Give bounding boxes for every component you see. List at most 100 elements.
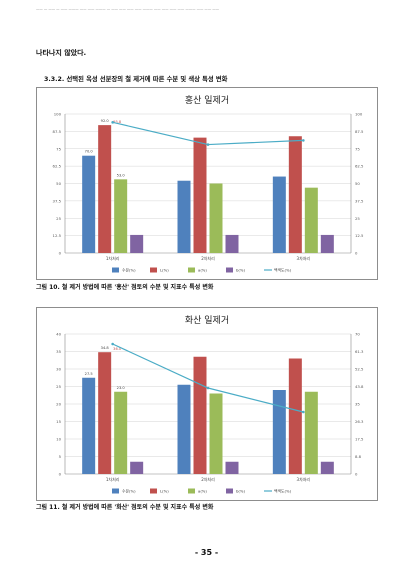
- x-tick-label: 2차처리: [201, 476, 215, 482]
- y-tick-label: 50: [56, 181, 61, 186]
- page-number: - 35 -: [194, 548, 219, 557]
- x-tick-label: 3차처리: [297, 476, 311, 482]
- figure-11-caption: 그림 11. 철 제거 방법에 따른 '화산' 점토의 수분 및 지표수 특성 …: [36, 504, 214, 511]
- data-label: 23.0: [117, 386, 126, 390]
- data-label: 70.0: [85, 150, 94, 154]
- bar: [130, 234, 144, 253]
- legend-entry: L(%): [160, 268, 169, 273]
- bar: [82, 155, 96, 253]
- line-point: [111, 121, 114, 124]
- bar: [114, 179, 128, 253]
- legend-entry: b(%): [236, 489, 245, 494]
- y2-tick-label: 17.5: [355, 437, 364, 442]
- chart-figure-11: 화산 일제거 0 0 5 8.8 10 17.5 15 26.3 20 35 25 43.8 30 52.5…: [36, 307, 378, 501]
- bar: [225, 461, 239, 474]
- line-point: [111, 342, 114, 346]
- y2-tick-label: 52.5: [355, 367, 364, 372]
- paragraph-tail: 나타나지 않았다.: [36, 49, 87, 57]
- bar: [98, 352, 112, 474]
- bar: [320, 461, 334, 474]
- y2-tick-label: 100: [355, 112, 363, 117]
- y2-tick-label: 0: [355, 251, 358, 256]
- legend-entry: 수분(%): [122, 268, 136, 273]
- legend-entry: L(%): [160, 489, 169, 494]
- y-tick-label: 37.5: [53, 198, 62, 203]
- legend-swatch: [188, 488, 195, 494]
- bar: [177, 384, 191, 474]
- bar: [320, 234, 334, 253]
- bar: [272, 390, 286, 474]
- bar: [82, 377, 96, 474]
- running-header: —— — —— — —— ——— —— —— ——— — —— —— —— ——…: [36, 7, 220, 11]
- bar: [114, 391, 128, 474]
- y-tick-label: 75: [56, 146, 61, 151]
- y-tick-label: 0: [59, 251, 62, 256]
- line-point: [302, 139, 305, 142]
- legend-entry: a(%): [198, 268, 207, 273]
- legend-entry: a(%): [198, 489, 207, 494]
- legend-swatch: [150, 267, 157, 273]
- y2-tick-label: 26.3: [355, 419, 364, 424]
- legend-swatch: [226, 267, 233, 273]
- legend-entry: 백색도(%): [274, 489, 292, 494]
- y2-tick-label: 37.5: [355, 198, 364, 203]
- y-tick-label: 20: [56, 402, 61, 407]
- legend-entry: b(%): [236, 268, 245, 273]
- y2-tick-label: 75: [355, 146, 360, 151]
- y-tick-label: 10: [56, 437, 61, 442]
- y-tick-label: 40: [56, 332, 61, 337]
- line-point: [302, 410, 305, 414]
- y-tick-label: 25: [56, 216, 61, 221]
- bar: [304, 187, 318, 253]
- y2-tick-label: 25: [355, 216, 360, 221]
- bar: [272, 176, 286, 253]
- bar: [98, 125, 112, 253]
- data-label: 95.8: [113, 120, 122, 124]
- bar: [288, 358, 302, 474]
- legend-swatch: [112, 488, 119, 494]
- legend-entry: 백색도(%): [274, 268, 292, 273]
- y-tick-label: 15: [56, 419, 61, 424]
- y-tick-label: 12.5: [53, 233, 62, 238]
- data-label: 34.8: [101, 346, 110, 350]
- chart-svg-hwasan: 화산 일제거 0 0 5 8.8 10 17.5 15 26.3 20 35 25 43.8 30 52.5…: [56, 315, 364, 494]
- y-tick-label: 87.5: [53, 129, 62, 134]
- x-tick-label: 3차처리: [297, 255, 311, 261]
- legend-swatch: [188, 267, 195, 273]
- y2-tick-label: 12.5: [355, 233, 364, 238]
- y2-tick-label: 50: [355, 181, 360, 186]
- legend-swatch: [112, 267, 119, 273]
- y-tick-label: 30: [56, 367, 61, 372]
- bar: [193, 137, 207, 253]
- data-label: 92.0: [101, 119, 110, 123]
- section-heading: 3.3.2. 선택된 옥성 선분장의 철 제거에 따른 수분 및 색상 특성 변…: [44, 76, 228, 83]
- x-tick-label: 1차처리: [106, 476, 120, 482]
- x-tick-label: 2차처리: [201, 255, 215, 261]
- line-point: [206, 143, 210, 146]
- chart-svg-hongsan: 홍산 일제거 0 0 12.5 12.5 25 25 37.5 37.5 50 50 62.5 62.5…: [53, 94, 364, 273]
- chart-title: 화산 일제거: [185, 315, 229, 326]
- y-tick-label: 62.5: [53, 164, 62, 169]
- figure-10-caption: 그림 10. 철 제거 방법에 따른 '홍산' 점토의 수분 및 지표수 특성 …: [36, 284, 214, 291]
- y-tick-label: 5: [59, 454, 62, 459]
- data-label: 36.0: [113, 347, 122, 351]
- bar: [225, 234, 239, 253]
- bar: [209, 393, 223, 474]
- data-label: 53.0: [117, 173, 126, 177]
- y-tick-label: 35: [56, 349, 61, 354]
- bar: [177, 180, 191, 253]
- bar: [304, 391, 318, 474]
- chart-figure-10: 홍산 일제거 0 0 12.5 12.5 25 25 37.5 37.5 50 50 62.5 62.5…: [36, 87, 378, 280]
- y2-tick-label: 62.5: [355, 164, 364, 169]
- series-line: [112, 121, 304, 146]
- line-point: [206, 386, 210, 390]
- bar: [130, 461, 144, 474]
- chart-title: 홍산 일제거: [185, 94, 229, 106]
- y2-tick-label: 87.5: [355, 129, 364, 134]
- bar: [288, 136, 302, 253]
- y2-tick-label: 70: [355, 332, 360, 337]
- data-label: 27.5: [85, 372, 93, 376]
- bar: [193, 356, 207, 474]
- bar: [209, 183, 223, 253]
- legend-swatch: [226, 488, 233, 494]
